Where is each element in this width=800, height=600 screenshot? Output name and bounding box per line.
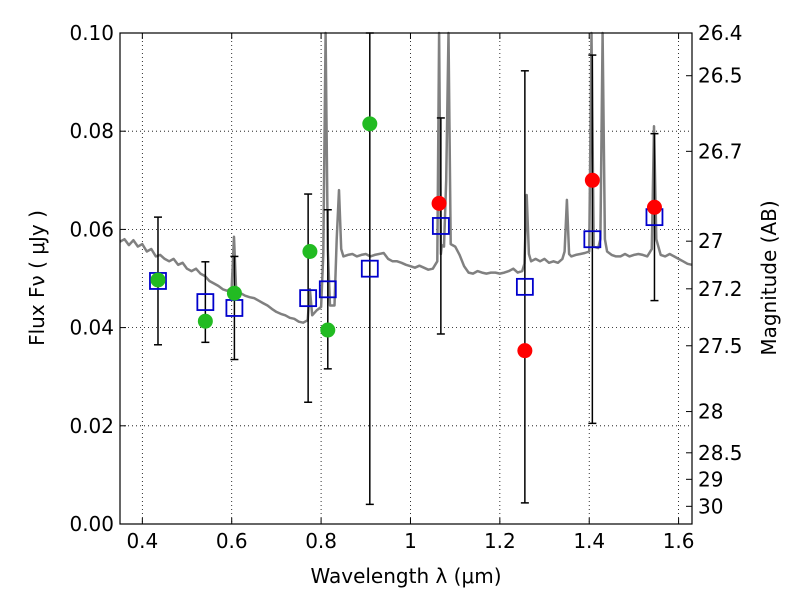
y-tick-labels: 0.00 0.02 0.04 0.06 0.08 0.10	[69, 21, 114, 536]
y-tick-label: 0.04	[69, 316, 114, 340]
mag-tick-label: 26.4	[698, 21, 743, 45]
observed-point-green	[302, 243, 318, 259]
y-tick-label: 0.02	[69, 414, 114, 438]
y-tick-label: 0.00	[69, 512, 114, 536]
observed-point-green	[150, 272, 166, 288]
x-tick-label: 1.4	[573, 529, 605, 553]
mag-tick-label: 27.5	[698, 334, 743, 358]
observed-point-red	[584, 172, 600, 188]
model-photometry-point	[431, 217, 450, 235]
mag-tick-label: 29	[698, 467, 723, 491]
magnitude-tick-labels: 26.4 26.5 26.7 27 27.2 27.5 28 28.529 30	[698, 21, 743, 518]
mag-tick-label: 27	[698, 229, 723, 253]
y-tick-label: 0.08	[69, 119, 114, 143]
model-photometry-point	[299, 289, 318, 308]
model-photometry-markers	[149, 208, 664, 317]
y-tick-label: 0.10	[69, 21, 114, 45]
observed-green-markers	[150, 116, 378, 338]
plot-frame	[119, 32, 693, 525]
y-axis-title: Flux Fν ( μJy )	[25, 210, 49, 346]
observed-point-red	[431, 195, 447, 211]
model-photometry-point	[196, 293, 215, 311]
mag-tick-label: 30	[698, 494, 723, 518]
y-axis-right-title: Magnitude (AB)	[757, 200, 781, 355]
mag-tick-label: 28	[698, 400, 723, 424]
plot-background	[120, 33, 692, 524]
x-tick-label: 1	[404, 529, 417, 553]
x-tick-label: 1.2	[484, 529, 516, 553]
observed-point-green	[320, 322, 336, 338]
mag-tick-label: 26.7	[698, 139, 743, 163]
mag-tick-label: 26.5	[698, 64, 743, 88]
model-photometry-point	[360, 259, 379, 278]
model-photometry-point	[318, 280, 337, 299]
mag-tick-label: 27.2	[698, 277, 743, 301]
x-tick-label: 0.6	[216, 529, 248, 553]
x-tick-label: 1.6	[663, 529, 695, 553]
observed-point-red	[517, 343, 533, 359]
x-tick-labels: 0.4 0.6 0.8 1 1.2 1.4 1.6	[126, 529, 694, 553]
observed-point-green	[226, 285, 242, 301]
x-tick-label: 0.4	[126, 529, 158, 553]
model-photometry-point	[515, 277, 534, 296]
model-photometry-point	[583, 230, 602, 249]
mag-tick-label: 28.5	[698, 441, 743, 465]
observed-point-green	[197, 313, 213, 329]
observed-red-markers	[431, 172, 662, 359]
x-tick-label: 0.8	[305, 529, 337, 553]
axis-ticks	[120, 32, 692, 525]
observed-point-green	[362, 116, 378, 132]
observed-point-red	[646, 199, 662, 215]
y-tick-label: 0.06	[69, 217, 114, 241]
x-axis-title: Wavelength λ (μm)	[310, 564, 501, 588]
